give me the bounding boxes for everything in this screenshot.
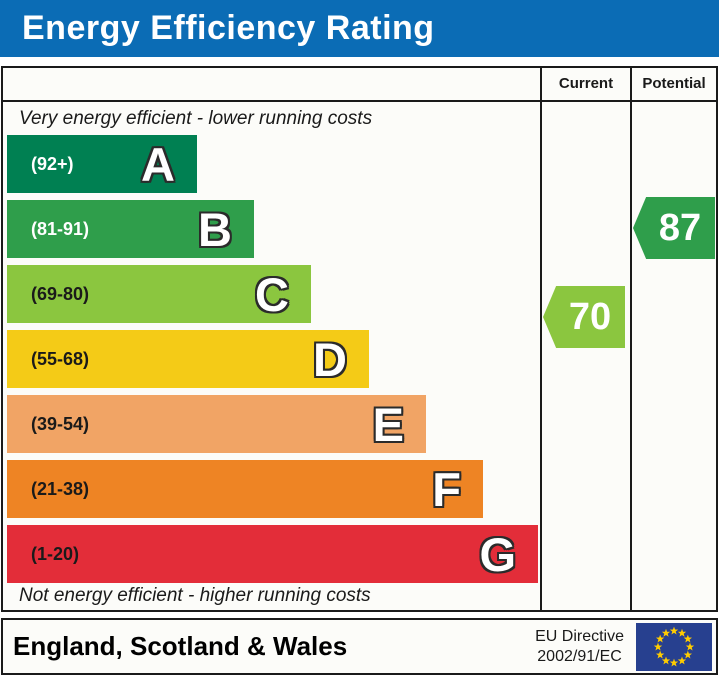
- footer: England, Scotland & Wales EU Directive 2…: [1, 618, 718, 675]
- band-letter: G: [479, 527, 516, 581]
- band-row-B: (81-91) B: [7, 200, 254, 258]
- current-rating-value: 70: [568, 295, 612, 338]
- potential-rating-arrow: 87: [633, 197, 715, 259]
- rating-table: Current Potential Very energy efficient …: [1, 66, 718, 612]
- band-range-label: (39-54): [31, 413, 90, 434]
- band-row-D: (55-68) D: [7, 330, 369, 388]
- band-range-label: (69-80): [31, 283, 90, 304]
- band-row-F: (21-38) F: [7, 460, 483, 518]
- band-letter: F: [432, 462, 461, 516]
- eu-directive-line1: EU Directive: [535, 627, 624, 645]
- band-range-label: (55-68): [31, 348, 90, 369]
- bottom-note: Not energy efficient - higher running co…: [19, 585, 371, 606]
- band-letter: D: [313, 332, 347, 386]
- band-letter: B: [198, 202, 232, 256]
- band-range-label: (21-38): [31, 478, 90, 499]
- potential-column-header: Potential: [642, 75, 706, 92]
- header-row-divider: [3, 100, 716, 102]
- page-title: Energy Efficiency Rating: [22, 9, 435, 47]
- eu-directive-label: EU Directive 2002/91/EC: [535, 627, 624, 667]
- current-rating-arrow: 70: [543, 286, 625, 348]
- current-column-divider: [540, 68, 542, 610]
- band-range-label: (81-91): [31, 218, 90, 239]
- band-row-C: (69-80) C: [7, 265, 311, 323]
- band-row-E: (39-54) E: [7, 395, 426, 453]
- band-letter: C: [255, 267, 289, 321]
- current-column-header: Current: [558, 75, 614, 92]
- band-letter: E: [372, 397, 404, 451]
- potential-rating-value: 87: [658, 206, 702, 249]
- band-row-A: (92+) A: [7, 135, 197, 193]
- band-letter: A: [141, 137, 175, 191]
- potential-column-divider: [630, 68, 632, 610]
- eu-flag-icon: [636, 622, 712, 671]
- eu-directive-line2: 2002/91/EC: [537, 647, 622, 665]
- title-bar: Energy Efficiency Rating: [0, 0, 719, 57]
- region-label: England, Scotland & Wales: [13, 631, 348, 661]
- top-note: Very energy efficient - lower running co…: [19, 108, 373, 129]
- band-range-label: (1-20): [31, 543, 80, 564]
- band-range-label: (92+): [31, 153, 74, 174]
- band-row-G: (1-20) G: [7, 525, 538, 583]
